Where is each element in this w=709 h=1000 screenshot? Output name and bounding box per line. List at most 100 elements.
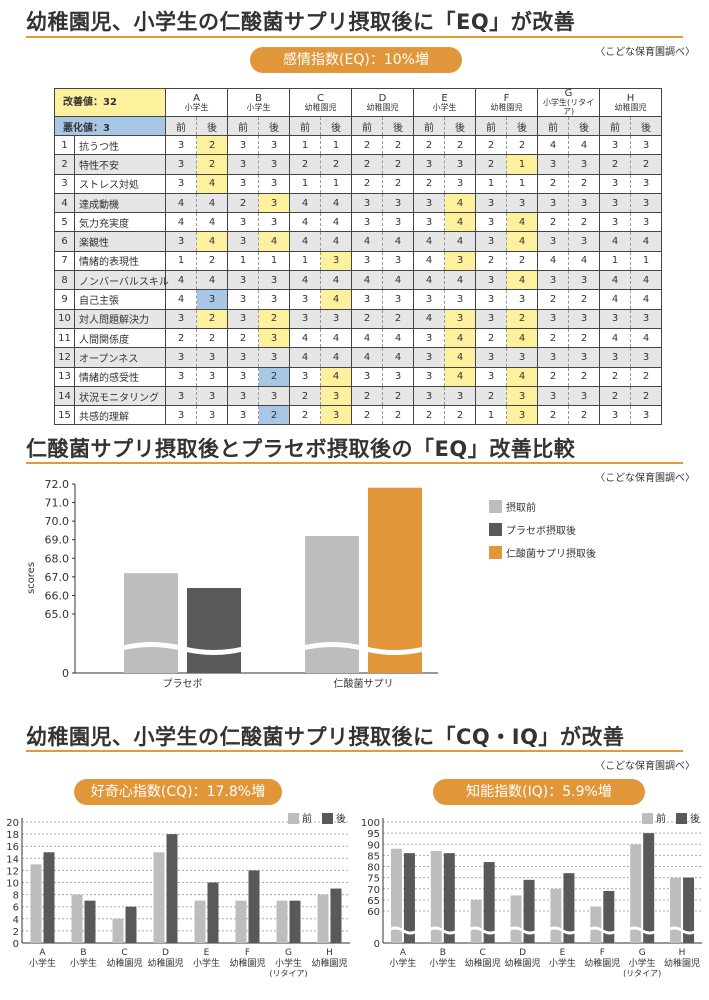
table-cell: 4 <box>289 212 321 233</box>
after-header: 後 <box>568 116 600 136</box>
legend-label: プラセボ摂取後 <box>506 524 576 537</box>
bar-後 <box>483 862 495 943</box>
row-number: 2 <box>54 154 75 175</box>
table-cell: 2 <box>382 386 414 407</box>
table-cell: 1 <box>475 174 507 194</box>
x-tick-label: D <box>162 948 169 958</box>
table-cell: 4 <box>382 328 414 349</box>
table-cell: 3 <box>630 309 663 329</box>
table-cell: 3 <box>196 386 228 407</box>
row-trait: 自己主張 <box>74 289 167 310</box>
group-type: 小学生(リタイア) <box>542 98 595 116</box>
section2-source: 〈こどな保育園調べ〉 <box>595 473 695 484</box>
y-tick-label: 69.0 <box>45 534 70 547</box>
table-cell: 3 <box>258 347 290 368</box>
table-cell: 3 <box>382 193 414 214</box>
table-cell: 3 <box>289 367 321 387</box>
table-cell: 2 <box>475 328 507 349</box>
table-cell: 3 <box>568 154 600 175</box>
table-cell: 2 <box>568 328 600 349</box>
section1-source: 〈こどな保育園調べ〉 <box>595 47 695 58</box>
table-cell: 4 <box>351 270 383 291</box>
bar-前 <box>71 894 83 943</box>
table-cell: 2 <box>475 135 507 156</box>
y-tick-label: 60 <box>367 907 380 918</box>
table-cell: 1 <box>475 405 507 426</box>
table-cell: 4 <box>413 270 445 291</box>
group-header: A 小学生 <box>165 88 228 117</box>
bar-前 <box>276 900 288 943</box>
table-cell: 4 <box>506 212 538 233</box>
table-cell: 3 <box>630 347 663 368</box>
table-cell: 2 <box>258 309 290 329</box>
table-cell: 3 <box>506 193 538 214</box>
row-number: 9 <box>54 289 75 310</box>
table-cell: 3 <box>475 309 507 329</box>
axis-break <box>301 642 426 655</box>
table-cell: 3 <box>630 405 663 426</box>
table-cell: 2 <box>196 309 228 329</box>
table-cell: 2 <box>351 154 383 175</box>
legend-swatch <box>489 523 502 536</box>
x-tick-label: F <box>600 948 605 958</box>
group-type: 幼稚園児 <box>366 102 399 112</box>
table-cell: 4 <box>444 347 476 368</box>
table-cell: 3 <box>289 289 321 310</box>
table-cell: 4 <box>413 231 445 252</box>
table-row: 14 状況モニタリング 3 3 3 3 2 3 2 2 3 3 2 3 3 3 2 2 <box>54 386 663 407</box>
before-header: 前 <box>475 116 507 136</box>
table-cell: 2 <box>444 135 476 156</box>
group-header: H 幼稚園児 <box>599 88 663 117</box>
table-cell: 3 <box>320 309 352 329</box>
x-tick-label: 仁酸菌サプリ <box>334 677 394 690</box>
cq-chart: 20181614121086420A小学生B小学生C幼稚園児D幼稚園児E小学生F… <box>6 812 350 978</box>
table-cell: 2 <box>599 154 631 175</box>
x-tick-sublabel: 小学生 <box>29 957 56 969</box>
table-cell: 4 <box>351 328 383 349</box>
table-cell: 2 <box>165 328 197 349</box>
legend-swatch <box>322 813 333 824</box>
bar-後 <box>166 834 178 943</box>
table-cell: 3 <box>475 193 507 214</box>
table-cell: 1 <box>289 174 321 194</box>
table-cell: 3 <box>568 347 600 368</box>
table-cell: 3 <box>382 289 414 310</box>
table-row: 13 情緒的感受性 3 3 3 2 3 4 3 3 3 4 3 4 2 2 2 2 <box>54 367 663 387</box>
y-tick-label: 2 <box>13 927 19 938</box>
table-cell: 4 <box>413 251 445 272</box>
table-cell: 3 <box>320 405 352 426</box>
table-cell: 2 <box>351 405 383 426</box>
section2-title: 仁酸菌サプリ摂取後とプラセボ摂取後の「EQ」改善比較 <box>26 437 576 461</box>
x-tick-sublabel: 小学生 <box>70 957 97 969</box>
table-cell: 4 <box>444 328 476 349</box>
table-cell: 3 <box>227 174 259 194</box>
eq-header-beforeafter: 悪化値：3 前後前後前後前後前後前後前後前後 <box>53 116 663 136</box>
bar-後 <box>289 900 301 943</box>
x-tick-label: D <box>519 948 526 958</box>
table-cell: 3 <box>599 212 631 233</box>
y-tick-label: 70.0 <box>45 515 70 528</box>
table-cell: 3 <box>196 289 228 310</box>
table-cell: 4 <box>506 270 538 291</box>
x-tick-label: F <box>245 948 250 958</box>
table-cell: 3 <box>599 174 631 194</box>
table-cell: 3 <box>537 309 569 329</box>
table-cell: 2 <box>475 251 507 272</box>
table-cell: 4 <box>382 231 414 252</box>
bar-後 <box>43 852 55 943</box>
table-cell: 3 <box>196 347 228 368</box>
legend-swatch <box>676 813 687 824</box>
y-tick-label: 72.0 <box>45 478 70 491</box>
table-cell: 2 <box>599 386 631 407</box>
table-cell: 2 <box>568 405 600 426</box>
table-cell: 2 <box>413 174 445 194</box>
table-cell: 3 <box>258 174 290 194</box>
table-cell: 3 <box>475 231 507 252</box>
x-tick-label: G <box>639 948 646 958</box>
after-header: 後 <box>196 116 228 136</box>
after-header: 後 <box>506 116 538 136</box>
y-axis-label: scores <box>26 562 37 594</box>
x-tick-label: プラセボ <box>163 678 203 690</box>
x-tick-sublabel: 幼稚園児 <box>465 957 501 969</box>
table-cell: 3 <box>351 367 383 387</box>
